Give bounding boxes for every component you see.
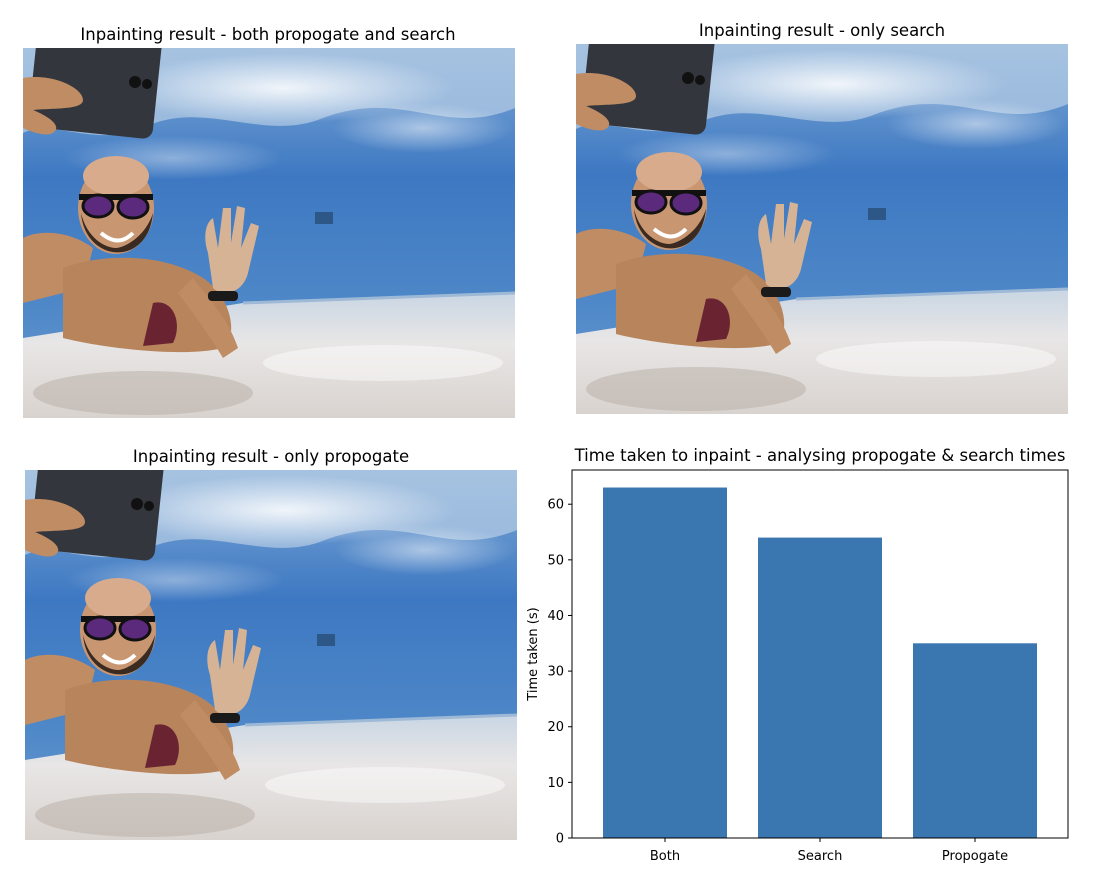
photo-search — [576, 44, 1068, 414]
x-tick-label: Propogate — [942, 849, 1008, 864]
panel-1-title: Inpainting result - both propogate and s… — [80, 25, 456, 44]
y-tick-label: 0 — [556, 832, 564, 847]
bar-propogate — [913, 643, 1037, 838]
x-tick-label: Both — [650, 849, 680, 864]
y-tick-label: 30 — [547, 665, 564, 680]
plot-frame — [571, 469, 1069, 839]
bars-layer — [603, 487, 1037, 838]
axes-layer: Both Search Propogate 0 10 20 30 40 50 60 — [547, 469, 1069, 864]
underwater-selfie-image — [576, 44, 1068, 414]
bar-both — [603, 487, 727, 838]
underwater-selfie-image — [25, 470, 517, 840]
bar-search — [758, 537, 882, 838]
y-tick-label: 60 — [547, 498, 564, 513]
chart-title: Time taken to inpaint - analysing propog… — [574, 446, 1066, 465]
y-tick-label: 40 — [547, 609, 564, 624]
panel-3-title: Inpainting result - only propogate — [132, 447, 410, 466]
photo-propogate — [25, 470, 517, 840]
panel-2-title: Inpainting result - only search — [698, 21, 946, 40]
y-tick-label: 20 — [547, 720, 564, 735]
y-tick-label: 10 — [547, 776, 564, 791]
photo-both — [23, 48, 515, 418]
underwater-selfie-image — [23, 48, 515, 418]
x-tick-label: Search — [798, 849, 843, 864]
y-tick-label: 50 — [547, 553, 564, 568]
y-axis-label: Time taken (s) — [526, 607, 541, 701]
